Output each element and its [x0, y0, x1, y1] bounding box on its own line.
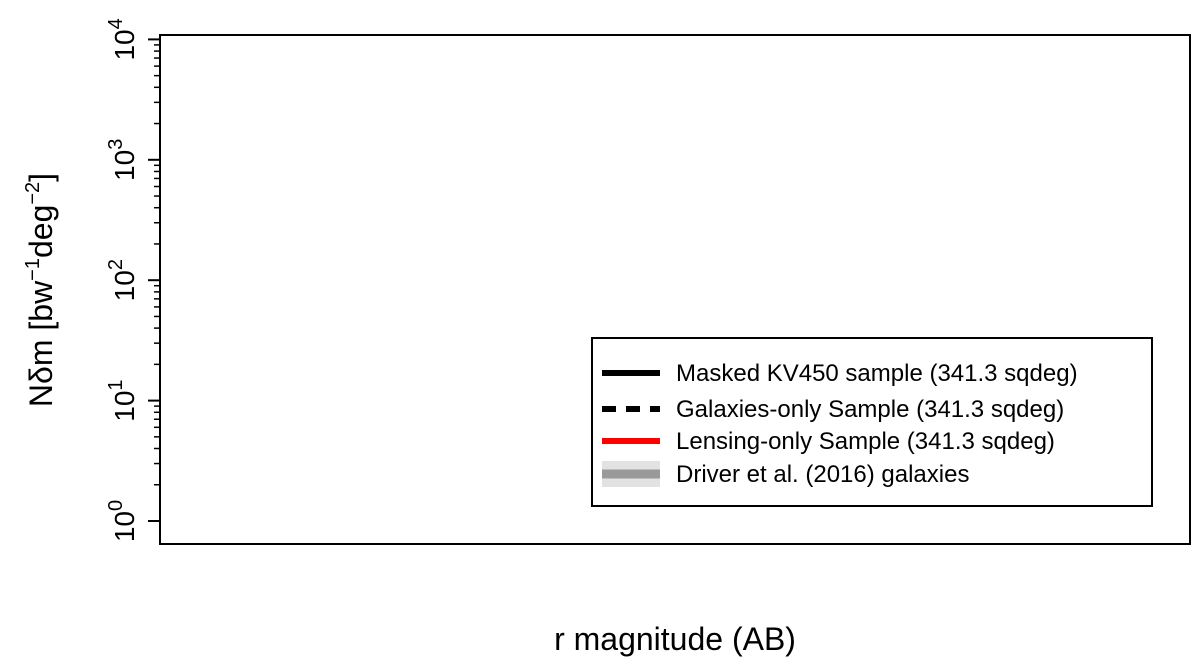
legend-label: Galaxies-only Sample (341.3 sqdeg) — [676, 396, 1064, 423]
y-axis: 100 101 102 103 104 — [105, 18, 160, 542]
plot-frame — [159, 34, 1191, 545]
legend-label: Lensing-only Sample (341.3 sqdeg) — [676, 428, 1055, 455]
legend-item-masked-kv450: Masked KV450 sample (341.3 sqdeg) — [602, 360, 1078, 387]
x-axis-title: r magnitude (AB) — [554, 621, 796, 657]
y-axis-title: Nδm [bw−1deg−2] — [22, 173, 59, 407]
y-tick-label: 100 — [105, 500, 140, 542]
legend-item-galaxies-only: Galaxies-only Sample (341.3 sqdeg) — [602, 396, 1064, 423]
y-tick-label: 102 — [105, 259, 140, 301]
y-tick-label: 104 — [105, 18, 140, 60]
legend-item-driver-2016: Driver et al. (2016) galaxies — [602, 461, 969, 488]
legend-box — [591, 337, 1153, 507]
legend: Masked KV450 sample (341.3 sqdeg) Galaxie… — [591, 337, 1153, 507]
legend-label: Masked KV450 sample (341.3 sqdeg) — [676, 360, 1078, 387]
legend-label: Driver et al. (2016) galaxies — [676, 461, 969, 488]
y-tick-label: 103 — [105, 139, 140, 181]
legend-item-lensing-only: Lensing-only Sample (341.3 sqdeg) — [602, 428, 1055, 455]
y-tick-label: 101 — [105, 379, 140, 421]
